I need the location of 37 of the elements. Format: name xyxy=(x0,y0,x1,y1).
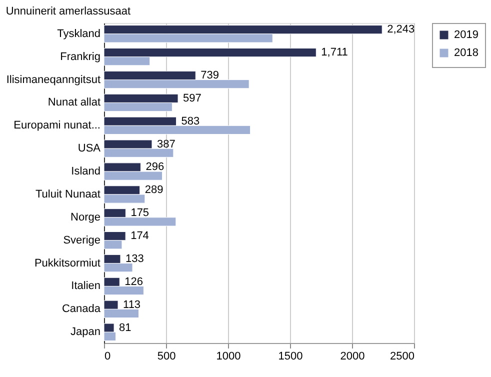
y-tick-label: Europami nunat... xyxy=(14,120,100,132)
x-tick-label: 500 xyxy=(157,350,176,362)
y-tick-label: Frankrig xyxy=(60,50,100,63)
y-tick-label: Norge xyxy=(70,211,100,224)
y-tick-label: Island xyxy=(71,166,100,178)
data-label: 739 xyxy=(200,69,219,82)
data-label: 583 xyxy=(181,115,200,128)
y-tick-label: Tyskland xyxy=(57,28,100,40)
data-label: 296 xyxy=(146,161,164,174)
data-label: 133 xyxy=(125,252,144,265)
y-tick-label: Nunat allat xyxy=(48,96,100,109)
data-label: 2,243 xyxy=(387,24,415,36)
y-tick-label: USA xyxy=(78,142,102,155)
y-tick-label: Tuluit Nunaat xyxy=(35,188,100,200)
x-tick-label: 2500 xyxy=(390,350,414,362)
data-label: 387 xyxy=(156,138,176,150)
x-tick-label: 0 xyxy=(104,350,111,362)
data-label: 113 xyxy=(123,298,141,311)
x-tick-label: 1000 xyxy=(216,350,241,362)
legend-label: 2018 xyxy=(454,47,478,59)
data-label: 126 xyxy=(124,276,143,288)
data-label: 174 xyxy=(130,230,149,242)
x-tick-label: 2000 xyxy=(340,350,365,362)
data-label: 597 xyxy=(183,92,202,104)
y-tick-label: Pukkitsormiut xyxy=(34,257,100,270)
legend-label: 2019 xyxy=(454,29,478,41)
y-tick-label: Ilisimaneqanngitsut xyxy=(6,74,100,86)
data-label: 1,711 xyxy=(321,46,348,59)
data-label: 175 xyxy=(130,207,150,220)
chart-title: Unnuinerit amerlassusaat xyxy=(6,6,131,18)
y-tick-label: Japan xyxy=(70,326,100,338)
y-tick-label: Italien xyxy=(71,280,100,292)
y-tick-label: Canada xyxy=(62,303,102,316)
data-label: 289 xyxy=(144,184,164,196)
x-tick-label: 1500 xyxy=(278,350,303,362)
y-tick-label: Sverige xyxy=(63,234,100,246)
data-label: 81 xyxy=(119,322,132,334)
